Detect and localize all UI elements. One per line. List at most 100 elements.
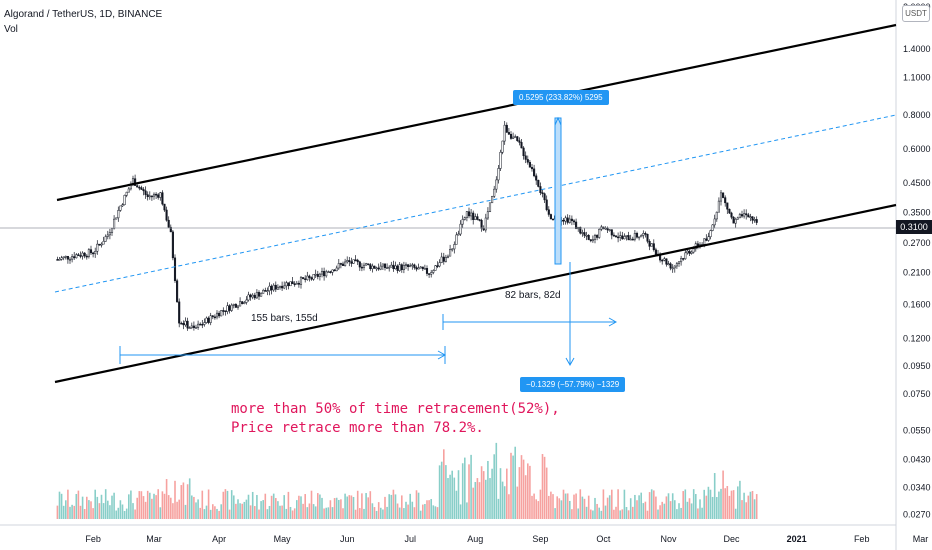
volume-bar: [659, 505, 661, 519]
volume-bar: [722, 470, 724, 519]
candle-body: [467, 211, 471, 217]
candle-body: [348, 260, 351, 263]
candle-body: [341, 263, 345, 266]
candle-body: [583, 232, 586, 236]
volume-bar: [361, 493, 363, 519]
candle-body: [89, 249, 93, 254]
candle-body: [92, 252, 95, 255]
volume-bar: [205, 505, 208, 519]
volume-bar: [380, 507, 382, 519]
volume-bar: [741, 500, 743, 519]
volume-bar: [415, 490, 418, 519]
volume-bar: [354, 509, 357, 519]
candle-body: [255, 292, 258, 299]
volume-bar: [285, 508, 288, 519]
candle-body: [113, 218, 116, 229]
down-measure-label[interactable]: −0.1329 (−57.79%) −1329: [520, 377, 626, 392]
price-tick-label: 0.1200: [903, 334, 931, 344]
volume-bar: [529, 465, 531, 519]
candle-body: [417, 267, 420, 270]
analysis-note: more than 50% of time retracement(52%), …: [231, 400, 560, 438]
volume-bar: [92, 508, 94, 519]
volume-bar: [692, 489, 695, 519]
volume-bar: [233, 495, 235, 519]
candle-body: [497, 168, 500, 181]
volume-bar: [371, 503, 374, 519]
price-tick-label: 0.0550: [903, 426, 931, 436]
volume-bar: [564, 493, 567, 519]
candle-body: [675, 263, 678, 267]
candle-body: [207, 317, 210, 323]
volume-bar: [602, 489, 605, 519]
candle-body: [299, 277, 303, 285]
channel-upper-line[interactable]: [56, 23, 897, 202]
channel-lower-line[interactable]: [54, 203, 897, 384]
price-axis[interactable]: 2.00001.40001.10000.80000.60000.45000.35…: [903, 2, 931, 520]
volume-bar: [314, 506, 317, 519]
channel-mid-line[interactable]: [54, 114, 897, 293]
volume-bar: [98, 503, 101, 519]
volume-bar: [716, 497, 718, 519]
candle-body: [444, 257, 447, 262]
volume-bar: [598, 507, 600, 519]
volume-bar: [701, 507, 703, 519]
volume-bar: [545, 467, 548, 519]
candle-body: [434, 265, 437, 271]
price-tick-label: 0.0270: [903, 510, 931, 520]
candle-body: [335, 267, 338, 272]
candle-body: [211, 315, 214, 318]
candle-body: [354, 259, 357, 261]
candle-body: [369, 264, 372, 270]
volume-bar: [272, 493, 275, 519]
up-measure-label[interactable]: 0.5295 (233.82%) 5295: [513, 90, 609, 105]
candle-body: [461, 219, 464, 225]
volume-bar: [732, 490, 735, 519]
volume-label: Vol: [4, 24, 18, 35]
candle-body: [734, 218, 737, 224]
candle-body: [110, 228, 114, 233]
candle-body: [572, 220, 576, 223]
volume-bar: [111, 495, 113, 519]
candle-body: [728, 208, 731, 214]
candle-body: [455, 234, 458, 245]
volume-bar: [711, 496, 714, 519]
candle-body: [125, 191, 128, 196]
candle-body: [360, 266, 363, 269]
candle-body: [402, 265, 405, 271]
candle-body: [503, 124, 506, 142]
volume-bar: [665, 496, 668, 519]
volume-bar: [720, 488, 722, 519]
volume-bar: [365, 493, 367, 519]
candle-body: [56, 259, 59, 261]
volume-bar: [577, 508, 579, 519]
candle-body: [596, 235, 599, 238]
candle-body: [621, 235, 624, 240]
volume-bar: [256, 494, 258, 519]
candle-body: [323, 270, 326, 277]
volume-bar: [655, 496, 657, 519]
candle-body: [320, 270, 324, 275]
price-tick-label: 0.0340: [903, 482, 931, 492]
candle-body: [663, 258, 666, 261]
currency-badge[interactable]: USDT: [902, 5, 930, 22]
candle-body: [81, 252, 84, 257]
volume-bar: [86, 496, 88, 519]
time-axis[interactable]: Feb Mar Apr May Jun Jul Aug Sep Oct Nov Dec 2021 Feb…: [85, 534, 928, 544]
candle-body: [682, 258, 685, 260]
volume-bar: [436, 507, 439, 519]
candle-body: [272, 284, 275, 291]
volume-bar: [419, 510, 422, 519]
volume-bar: [340, 499, 342, 519]
volume-bar: [327, 507, 330, 519]
volume-bar: [562, 489, 565, 519]
candle-body: [491, 196, 494, 204]
volume-bar: [144, 501, 147, 519]
volume-bar: [699, 499, 701, 519]
volume-bar: [209, 509, 212, 519]
candle-body: [232, 304, 235, 306]
candle-body: [407, 264, 410, 267]
volume-bar: [319, 494, 321, 519]
volume-bar: [342, 508, 344, 519]
candle-body: [520, 142, 523, 149]
